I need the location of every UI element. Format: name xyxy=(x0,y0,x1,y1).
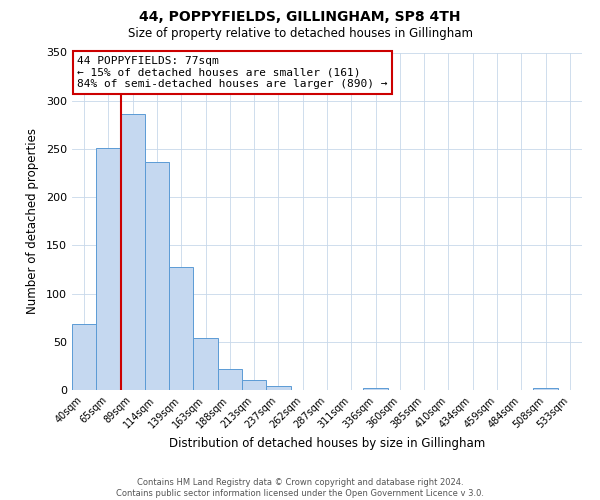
Bar xyxy=(533,388,558,390)
Bar xyxy=(218,369,242,390)
Bar xyxy=(96,148,121,390)
Bar xyxy=(193,338,218,390)
Text: Contains HM Land Registry data © Crown copyright and database right 2024.
Contai: Contains HM Land Registry data © Crown c… xyxy=(116,478,484,498)
Bar xyxy=(242,380,266,390)
Text: 44, POPPYFIELDS, GILLINGHAM, SP8 4TH: 44, POPPYFIELDS, GILLINGHAM, SP8 4TH xyxy=(139,10,461,24)
Text: 44 POPPYFIELDS: 77sqm
← 15% of detached houses are smaller (161)
84% of semi-det: 44 POPPYFIELDS: 77sqm ← 15% of detached … xyxy=(77,56,388,89)
Bar xyxy=(72,324,96,390)
Bar xyxy=(169,266,193,390)
X-axis label: Distribution of detached houses by size in Gillingham: Distribution of detached houses by size … xyxy=(169,436,485,450)
Y-axis label: Number of detached properties: Number of detached properties xyxy=(26,128,39,314)
Bar xyxy=(364,388,388,390)
Text: Size of property relative to detached houses in Gillingham: Size of property relative to detached ho… xyxy=(128,28,473,40)
Bar xyxy=(266,386,290,390)
Bar xyxy=(145,162,169,390)
Bar xyxy=(121,114,145,390)
